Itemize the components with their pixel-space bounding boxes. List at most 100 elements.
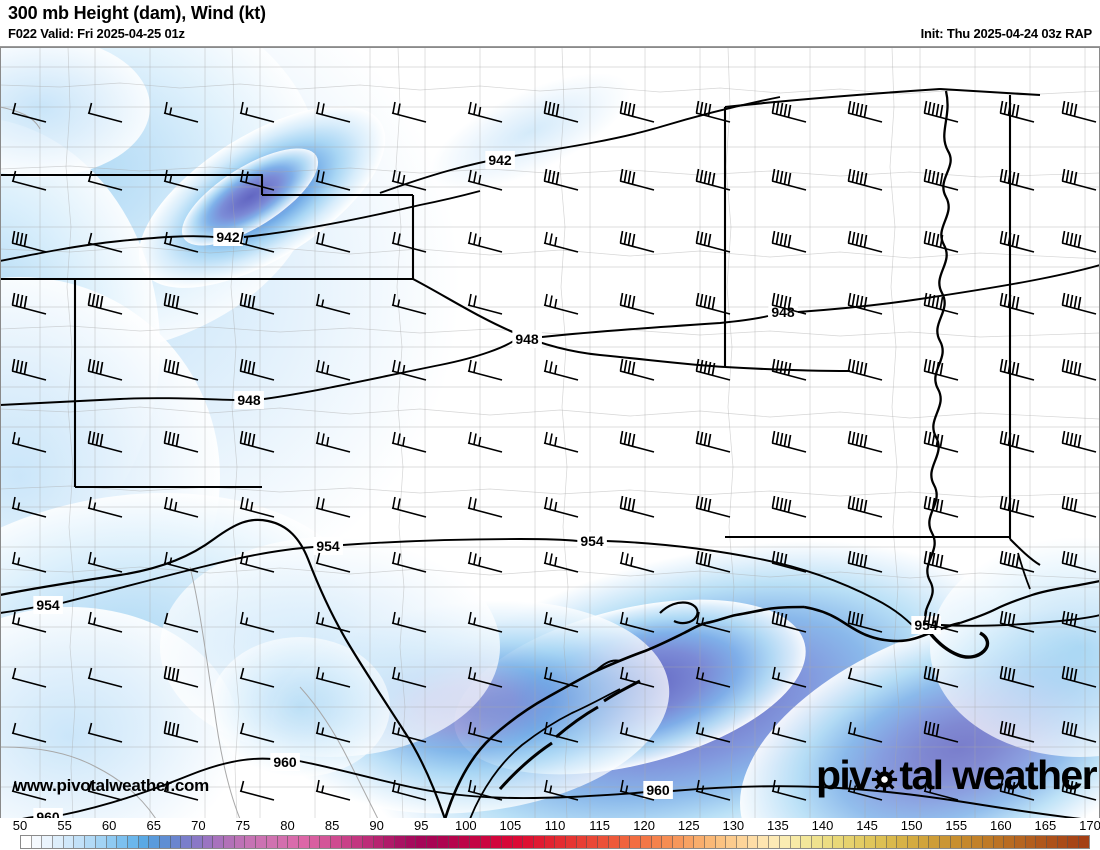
contour-label-halo: [512, 330, 542, 348]
colorbar-swatch: [405, 836, 417, 848]
colorbar-swatch: [95, 836, 107, 848]
colorbar-swatch: [811, 836, 823, 848]
colorbar-swatch: [737, 836, 748, 848]
colorbar-swatch: [769, 836, 780, 848]
colorbar-swatch: [534, 836, 545, 848]
colorbar-swatch: [416, 836, 428, 848]
map-header: 300 mb Height (dam), Wind (kt) F022 Vali…: [0, 0, 1100, 46]
colorbar-swatch: [127, 836, 139, 848]
contour-label: 954: [580, 533, 604, 549]
colorbar-swatch: [469, 836, 481, 848]
colorbar-swatch: [341, 836, 353, 848]
colorbar-gradient-strip[interactable]: [20, 835, 1090, 849]
colorbar-tick: 100: [454, 818, 477, 833]
contour-label: 960: [36, 809, 60, 818]
colorbar-swatch: [1036, 836, 1047, 848]
colorbar-swatch: [886, 836, 898, 848]
colorbar-swatch: [74, 836, 86, 848]
colorbar-swatch: [726, 836, 738, 848]
colorbar-swatch: [993, 836, 1005, 848]
colorbar-tick: 120: [633, 818, 656, 833]
colorbar-tick: 90: [369, 818, 384, 833]
contour-label-halo: [313, 537, 343, 555]
website-watermark[interactable]: www.pivotalweather.com: [14, 776, 209, 795]
colorbar-tick: 70: [191, 818, 206, 833]
colorbar-swatch: [63, 836, 75, 848]
colorbar-tick: 165: [1034, 818, 1057, 833]
colorbar-swatch: [224, 836, 235, 848]
colorbar-swatch: [940, 836, 951, 848]
colorbar-tick-labels: 50 55 60 65 70 75 80 85 90 95 100 105 110 115 120 125 13…: [0, 818, 1100, 834]
colorbar-tick: 55: [57, 818, 72, 833]
colorbar-tick: 75: [235, 818, 251, 833]
colorbar-swatch: [544, 836, 556, 848]
colorbar-tick: 115: [589, 818, 610, 833]
colorbar-tick: 50: [12, 818, 28, 833]
colorbar-tick: 155: [945, 818, 968, 833]
contour-label-halo: [270, 753, 300, 771]
logo-text-end: tal weather: [899, 752, 1097, 798]
colorbar-tick: 105: [499, 818, 522, 833]
colorbar-swatch: [705, 836, 716, 848]
contour-label-halo: [768, 303, 798, 321]
colorbar-swatch: [587, 836, 599, 848]
colorbar-swatch: [437, 836, 449, 848]
colorbar-swatch: [619, 836, 631, 848]
colorbar-tick: 65: [146, 818, 161, 833]
gear-icon: [871, 766, 898, 793]
pivotal-weather-logo[interactable]: piv: [816, 752, 1098, 798]
colorbar-swatch: [1014, 836, 1026, 848]
colorbar-swatch: [427, 836, 438, 848]
colorbar-swatch: [170, 836, 182, 848]
colorbar-swatch: [106, 836, 118, 848]
colorbar-swatch: [459, 836, 470, 848]
colorbar-swatch: [202, 836, 214, 848]
colorbar-tick: 160: [989, 818, 1012, 833]
colorbar-swatch: [320, 836, 331, 848]
init-time-label: Init: Thu 2025-04-24 03z RAP: [920, 26, 1093, 41]
colorbar[interactable]: 50 55 60 65 70 75 80 85 90 95 100 105 110 115 120 125 13…: [0, 818, 1100, 850]
colorbar-swatch: [523, 836, 534, 848]
map-canvas[interactable]: 942 942 948 948 948 954 954 954 954 960 …: [0, 46, 1100, 818]
colorbar-swatch: [1068, 836, 1080, 848]
colorbar-swatch: [694, 836, 705, 848]
height-contours: [0, 96, 1100, 818]
colorbar-swatch: [662, 836, 673, 848]
colorbar-tick: 60: [101, 818, 117, 833]
colorbar-swatch: [1004, 836, 1015, 848]
colorbar-swatch: [480, 836, 492, 848]
colorbar-tick: 135: [767, 818, 789, 833]
colorbar-swatch: [53, 836, 64, 848]
colorbar-tick: 130: [722, 818, 745, 833]
map-graphic: 942 942 948 948 948 954 954 954 954 960 …: [0, 47, 1100, 818]
contour-label: 948: [515, 331, 539, 347]
colorbar-swatch: [598, 836, 609, 848]
colorbar-swatch: [395, 836, 406, 848]
contour-label: 954: [914, 617, 938, 633]
colorbar-swatch: [929, 836, 941, 848]
colorbar-swatch: [651, 836, 663, 848]
colorbar-swatch: [245, 836, 257, 848]
colorbar-swatch: [117, 836, 128, 848]
contour-label-halo: [643, 781, 673, 799]
colorbar-swatch: [758, 836, 770, 848]
colorbar-swatch: [982, 836, 994, 848]
contour-label-halo: [33, 596, 63, 614]
colorbar-swatch: [159, 836, 171, 848]
colorbar-tick: 140: [811, 818, 834, 833]
contour-label-halo: [485, 151, 515, 169]
colorbar-swatch: [801, 836, 812, 848]
colorbar-tick: 80: [280, 818, 295, 833]
colorbar-swatch: [266, 836, 278, 848]
page-title: 300 mb Height (dam), Wind (kt): [8, 3, 266, 23]
colorbar-swatch: [42, 836, 54, 848]
colorbar-swatch: [833, 836, 844, 848]
contour-label-halo: [234, 391, 264, 409]
contour-label-halo: [33, 808, 63, 818]
colorbar-swatch: [683, 836, 695, 848]
colorbar-swatch: [865, 836, 876, 848]
colorbar-tick: 110: [544, 818, 566, 833]
valid-time-label: F022 Valid: Fri 2025-04-25 01z: [8, 26, 185, 41]
colorbar-swatch: [1025, 836, 1037, 848]
